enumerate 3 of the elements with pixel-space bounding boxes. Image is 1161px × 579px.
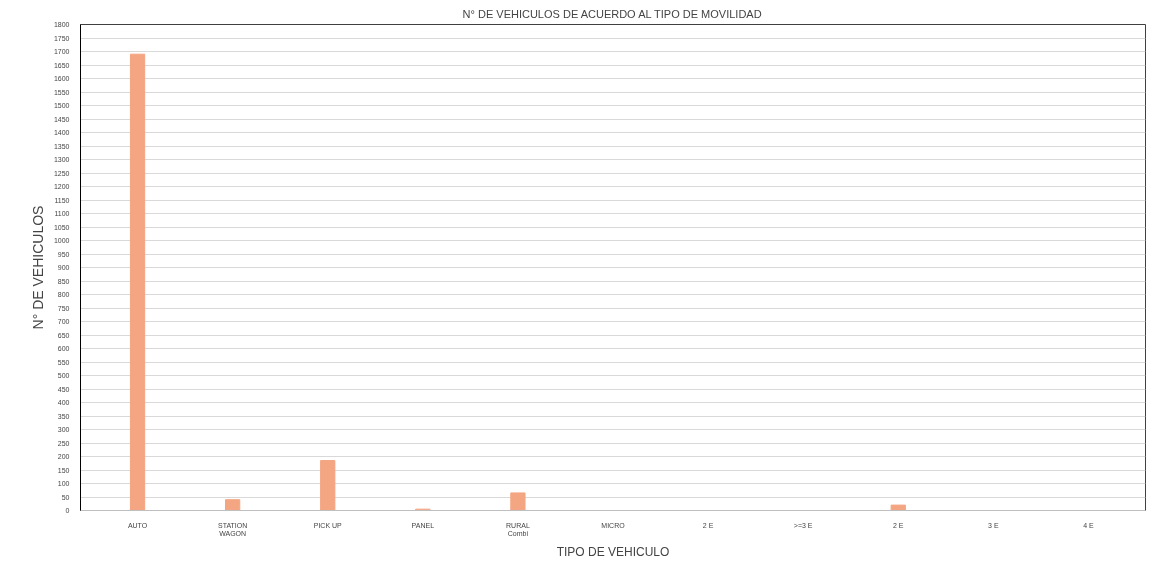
- chart-title: N° DE VEHICULOS DE ACUERDO AL TIPO DE MOVILIDAD: [462, 7, 762, 20]
- y-axis-title: N° DE VEHICULOS: [29, 205, 46, 330]
- x-axis-title: TIPO DE VEHICULO: [556, 544, 670, 559]
